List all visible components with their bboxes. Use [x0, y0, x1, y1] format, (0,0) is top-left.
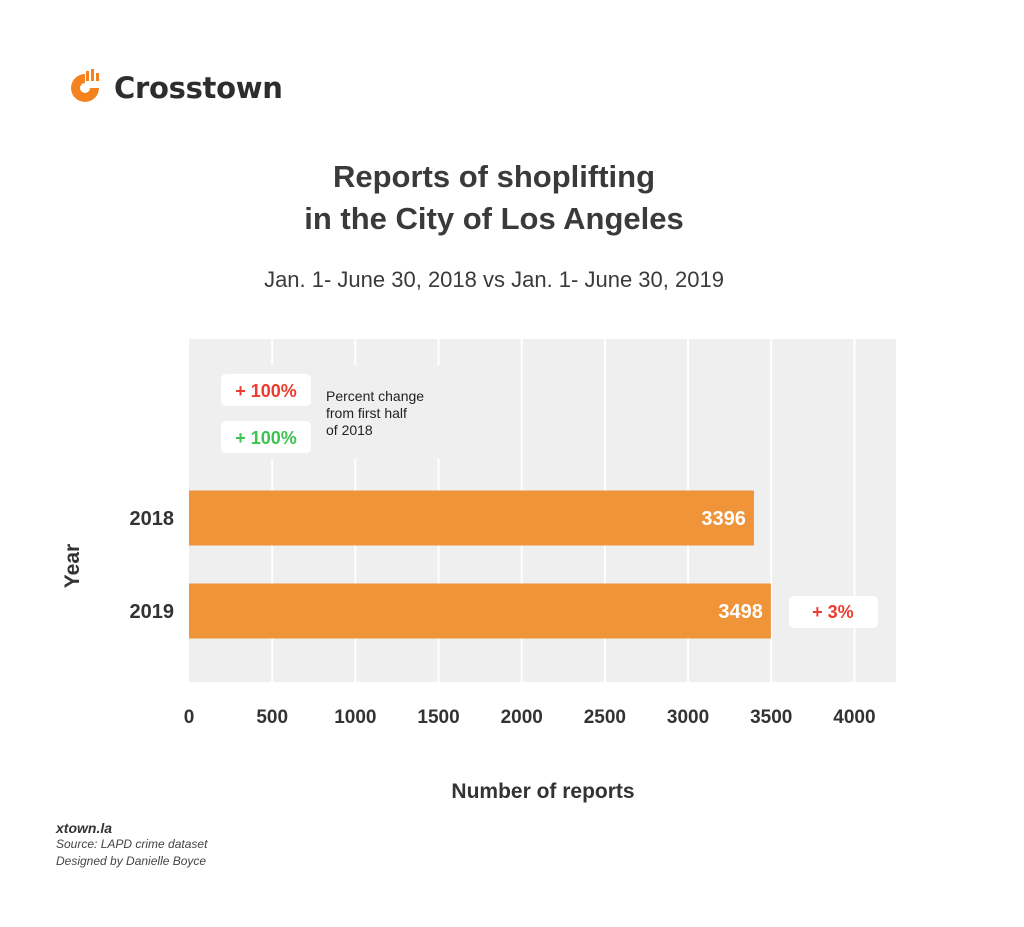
- x-tick-label-1000: 1000: [334, 707, 376, 728]
- footer: xtown.la Source: LAPD crime dataset Desi…: [56, 820, 207, 870]
- y-tick-label-2019: 2019: [130, 601, 175, 623]
- legend-description-line-3: of 2018: [326, 422, 373, 438]
- legend-description-line-1: Percent change: [326, 388, 424, 404]
- footer-site[interactable]: xtown.la: [56, 820, 113, 836]
- bar-2019: [189, 583, 771, 639]
- x-tick-label-500: 500: [256, 707, 288, 728]
- x-tick-label-2500: 2500: [584, 707, 626, 728]
- x-tick-label-2000: 2000: [501, 707, 543, 728]
- x-axis-title: Number of reports: [451, 780, 634, 803]
- x-tick-label-3000: 3000: [667, 707, 709, 728]
- legend-increase-pill: [221, 374, 311, 406]
- x-tick-label-3500: 3500: [750, 707, 792, 728]
- footer-source: Source: LAPD crime dataset: [56, 837, 208, 851]
- legend-decrease-label: + 100%: [235, 428, 297, 448]
- x-tick-label-0: 0: [184, 707, 195, 728]
- crosstown-logo-icon: [71, 69, 99, 102]
- chart-subtitle: Jan. 1- June 30, 2018 vs Jan. 1- June 30…: [264, 267, 724, 292]
- bar-2018: [189, 490, 754, 546]
- footer-credit: Designed by Danielle Boyce: [56, 854, 207, 868]
- legend-decrease-pill: [221, 421, 311, 453]
- x-tick-label-4000: 4000: [833, 707, 875, 728]
- chart-title: Reports of shoplifting in the City of Lo…: [0, 156, 988, 240]
- chart-title-line-1: Reports of shoplifting: [332, 159, 656, 194]
- change-pill-2019: [788, 596, 878, 628]
- data-label-2018: 3396: [701, 508, 746, 530]
- legend-increase-label: + 100%: [235, 381, 297, 401]
- change-label-2019: + 3%: [812, 602, 854, 622]
- data-label-2019: 3498: [718, 601, 763, 623]
- brand-name: Crosstown: [114, 71, 283, 105]
- x-tick-label-1500: 1500: [417, 707, 459, 728]
- brand-logo: Crosstown: [66, 68, 283, 108]
- y-tick-label-2018: 2018: [130, 508, 175, 530]
- legend-description-line-2: from first half: [326, 405, 407, 421]
- chart-title-line-2: in the City of Los Angeles: [304, 201, 684, 236]
- y-axis-title: Year: [61, 544, 84, 588]
